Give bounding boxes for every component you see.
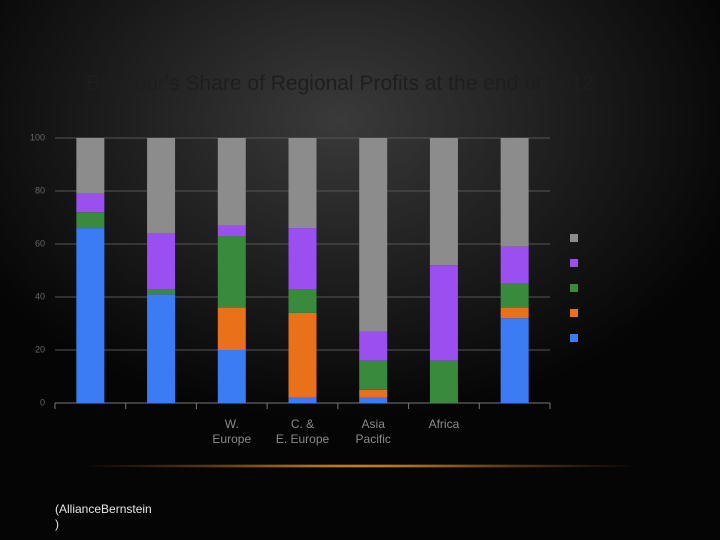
bar-segment [429,360,458,403]
x-tick-label: C. & E. Europe [276,417,330,446]
legend-swatch [570,259,578,267]
chart-title: Big Four's Share of Regional Profits at … [85,72,595,95]
bar-segment [76,138,105,194]
bar-segment [217,350,246,403]
bar-segment [147,138,176,234]
bar-segment [76,228,105,403]
bar-segment [76,193,105,213]
x-tick-label: Asia Pacific [356,417,391,446]
bar-segment [217,307,246,350]
bar-segment [429,138,458,266]
y-tick-label: 60 [35,238,45,248]
bar-segment [500,318,529,403]
x-tick-label: Africa [429,417,460,431]
bar-segment [359,360,388,390]
y-tick-label: 80 [35,185,45,195]
bar-segment [217,138,246,226]
bar-segment [288,312,317,398]
bar-segment [500,138,529,247]
bar-segment [288,289,317,313]
legend-swatch [570,234,578,242]
bar-segment [147,233,176,290]
legend-swatch [570,284,578,292]
glow-line [90,464,630,468]
x-tick-label: W. Europe [212,417,251,446]
bar-segment [359,397,388,403]
bar-segment [500,283,529,308]
y-tick-label: 100 [30,132,45,142]
bar-segment [147,289,176,295]
bar-segment [76,212,105,229]
bar-segment [359,331,388,361]
legend-swatch [570,309,578,317]
bar-segment [217,236,246,308]
bar-segment [147,294,176,403]
legend-swatch [570,334,578,342]
bar-segment [500,307,529,319]
bar-segment [288,138,317,229]
bar-segment [217,225,246,237]
y-tick-label: 40 [35,291,45,301]
bar-segment [500,246,529,284]
bar-segment [359,138,388,332]
bar-segment [288,397,317,403]
bar-segment [288,228,317,290]
y-tick-label: 0 [40,397,45,407]
source-note: (AllianceBernstein ) [55,502,152,531]
bar-segment [359,389,388,398]
bar-segment [429,265,458,361]
y-tick-label: 20 [35,344,45,354]
